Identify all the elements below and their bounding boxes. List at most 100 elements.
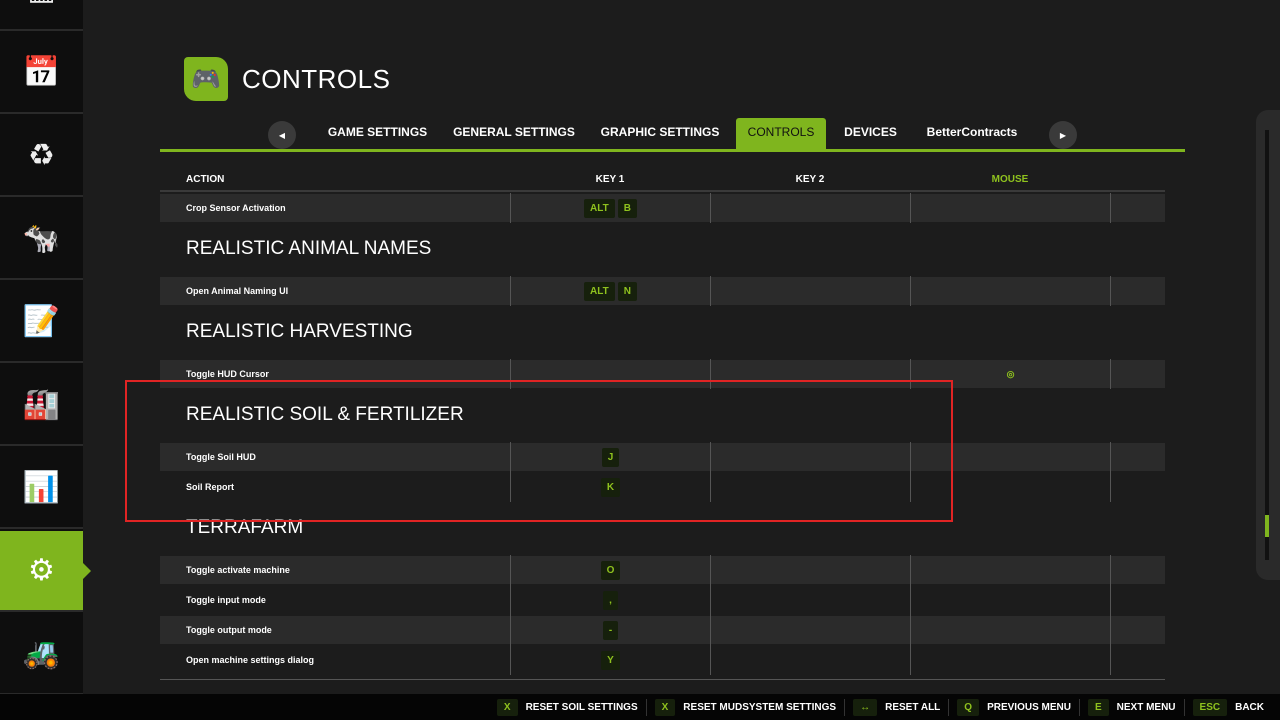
price-cycle-icon: ♻ bbox=[28, 139, 55, 172]
key-badge: - bbox=[602, 620, 619, 640]
key-badge: ALT bbox=[584, 281, 615, 301]
key1-cell[interactable]: K bbox=[510, 472, 710, 502]
tab-general-settings[interactable]: GENERAL SETTINGS bbox=[453, 125, 575, 139]
mouse-cell[interactable] bbox=[910, 615, 1110, 645]
back-button[interactable]: ESC BACK bbox=[1183, 698, 1272, 716]
button-label: PREVIOUS MENU bbox=[987, 701, 1071, 713]
key1-cell[interactable] bbox=[510, 359, 710, 389]
mouse-button-icon: ◎ bbox=[1006, 368, 1015, 379]
previous-menu-button[interactable]: Q PREVIOUS MENU bbox=[948, 698, 1079, 716]
binding-row[interactable]: Toggle activate machine O bbox=[160, 555, 1165, 585]
tab-controls[interactable]: CONTROLS bbox=[736, 118, 826, 152]
mouse-cell[interactable] bbox=[910, 276, 1110, 306]
key-badge: Y bbox=[601, 650, 620, 670]
key2-cell[interactable] bbox=[710, 645, 910, 675]
key2-cell[interactable] bbox=[710, 442, 910, 472]
scrollbar[interactable] bbox=[1256, 110, 1280, 580]
sidebar-item-statistics[interactable]: 📊 bbox=[0, 448, 83, 529]
scrollbar-track[interactable] bbox=[1265, 130, 1269, 560]
key1-cell[interactable]: , bbox=[510, 585, 710, 615]
action-label: Crop Sensor Activation bbox=[186, 203, 286, 213]
column-header: ACTION KEY 1 KEY 2 MOUSE bbox=[160, 168, 1165, 192]
binding-row[interactable]: Open machine settings dialog Y bbox=[160, 645, 1165, 675]
next-menu-button[interactable]: E NEXT MENU bbox=[1078, 698, 1184, 716]
sidebar-item-animals[interactable]: 🐄 bbox=[0, 199, 83, 280]
key-badge: ALT bbox=[584, 198, 615, 218]
action-label: Soil Report bbox=[186, 482, 235, 492]
key2-cell[interactable] bbox=[710, 472, 910, 502]
sidebar-item-construction[interactable]: 🚜 bbox=[0, 614, 83, 695]
animals-icon: 🐄 bbox=[22, 222, 61, 255]
action-label: Toggle HUD Cursor bbox=[186, 369, 269, 379]
button-label: BACK bbox=[1235, 701, 1264, 713]
tab-bettercontracts[interactable]: BetterContracts bbox=[926, 125, 1018, 139]
key2-cell[interactable] bbox=[710, 555, 910, 585]
key2-cell[interactable] bbox=[710, 276, 910, 306]
binding-row[interactable]: Crop Sensor Activation ALT B bbox=[160, 193, 1165, 223]
sidebar-item-map[interactable]: ▦ bbox=[0, 0, 83, 31]
tab-graphic-settings[interactable]: GRAPHIC SETTINGS bbox=[600, 125, 720, 139]
mouse-cell[interactable]: ◎ bbox=[910, 359, 1110, 389]
binding-row[interactable]: Open Animal Naming UI ALT N bbox=[160, 276, 1165, 306]
key1-cell[interactable]: J bbox=[510, 442, 710, 472]
mouse-cell[interactable] bbox=[910, 472, 1110, 502]
key1-cell[interactable]: ALT B bbox=[510, 193, 710, 223]
key1-cell[interactable]: O bbox=[510, 555, 710, 585]
sidebar-item-prices[interactable]: ♻ bbox=[0, 116, 83, 197]
scrollbar-thumb[interactable] bbox=[1265, 515, 1269, 537]
sidebar-item-settings[interactable]: ⚙ bbox=[0, 531, 91, 612]
key-badge: X bbox=[496, 698, 518, 716]
action-label: Open Animal Naming UI bbox=[186, 286, 289, 296]
mouse-cell[interactable] bbox=[910, 555, 1110, 585]
key2-cell[interactable] bbox=[710, 359, 910, 389]
next-tab-button[interactable]: ▶ bbox=[1049, 121, 1077, 149]
sidebar-item-production[interactable]: 🏭 bbox=[0, 365, 83, 446]
key2-cell[interactable] bbox=[710, 615, 910, 645]
key-badge: Q bbox=[957, 698, 980, 716]
tab-game-settings[interactable]: GAME SETTINGS bbox=[327, 125, 428, 139]
sidebar-item-calendar[interactable]: 📅 bbox=[0, 33, 83, 114]
key1-cell[interactable]: - bbox=[510, 615, 710, 645]
previous-tab-button[interactable]: ◀ bbox=[268, 121, 296, 149]
binding-row[interactable]: Toggle output mode - bbox=[160, 615, 1165, 645]
sidebar: ▦ 📅 ♻ 🐄 📝 🏭 📊 ⚙ 🚜 bbox=[0, 0, 91, 695]
section-heading: REALISTIC HARVESTING bbox=[186, 321, 413, 342]
button-label: RESET ALL bbox=[885, 701, 941, 713]
button-label: RESET SOIL SETTINGS bbox=[525, 701, 638, 713]
key1-cell[interactable]: ALT N bbox=[510, 276, 710, 306]
action-label: Open machine settings dialog bbox=[186, 655, 315, 665]
mouse-cell[interactable] bbox=[910, 645, 1110, 675]
section-heading: REALISTIC ANIMAL NAMES bbox=[186, 238, 432, 259]
reset-mudsystem-settings-button[interactable]: X RESET MUDSYSTEM SETTINGS bbox=[645, 698, 844, 716]
key1-cell[interactable]: Y bbox=[510, 645, 710, 675]
page-title: CONTROLS bbox=[242, 64, 391, 94]
highlight-box bbox=[125, 380, 953, 522]
action-label: Toggle Soil HUD bbox=[186, 452, 256, 462]
calendar-icon: 📅 bbox=[22, 56, 61, 89]
action-label: Toggle activate machine bbox=[186, 565, 290, 575]
key-badge: X bbox=[654, 698, 676, 716]
map-icon: ▦ bbox=[27, 0, 55, 7]
binding-row[interactable]: Toggle input mode , bbox=[160, 585, 1165, 615]
statistics-icon: 📊 bbox=[22, 471, 61, 504]
column-action: ACTION bbox=[186, 173, 225, 185]
reset-soil-settings-button[interactable]: X RESET SOIL SETTINGS bbox=[489, 698, 646, 716]
key-badge: E bbox=[1087, 698, 1109, 716]
mouse-cell[interactable] bbox=[910, 442, 1110, 472]
section-heading: REALISTIC SOIL & FERTILIZER bbox=[186, 404, 464, 425]
controls-list: ACTION KEY 1 KEY 2 MOUSE Crop Sensor Act… bbox=[160, 168, 1165, 680]
sidebar-item-contracts[interactable]: 📝 bbox=[0, 282, 83, 363]
production-icon: 🏭 bbox=[22, 388, 61, 421]
key2-cell[interactable] bbox=[710, 193, 910, 223]
key-badge: ESC bbox=[1192, 698, 1228, 716]
tab-devices[interactable]: DEVICES bbox=[844, 125, 897, 139]
binding-row[interactable]: Soil Report K bbox=[160, 472, 1165, 502]
mouse-cell[interactable] bbox=[910, 193, 1110, 223]
key-badge: N bbox=[617, 281, 637, 301]
key-badge: ↔ bbox=[853, 698, 878, 716]
reset-all-button[interactable]: ↔ RESET ALL bbox=[844, 698, 948, 716]
binding-row[interactable]: Toggle Soil HUD J bbox=[160, 442, 1165, 472]
mouse-cell[interactable] bbox=[910, 585, 1110, 615]
key2-cell[interactable] bbox=[710, 585, 910, 615]
binding-row[interactable]: Toggle HUD Cursor ◎ bbox=[160, 359, 1165, 389]
